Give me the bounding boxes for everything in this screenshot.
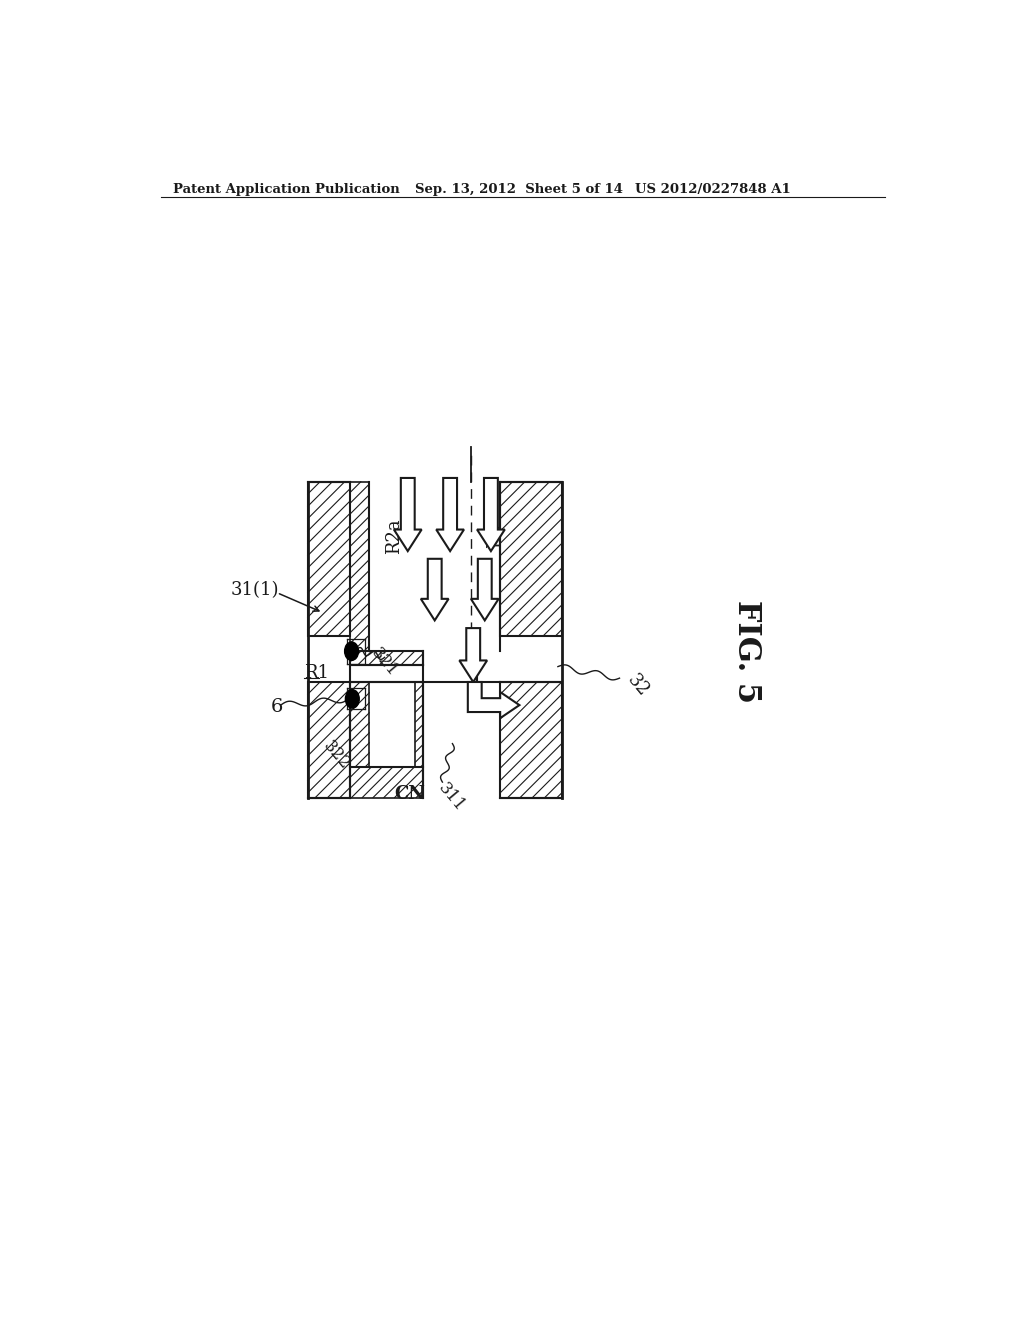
Text: CN: CN xyxy=(394,784,425,803)
Text: US 2012/0227848 A1: US 2012/0227848 A1 xyxy=(635,183,791,197)
Text: FIG. 5: FIG. 5 xyxy=(731,599,762,702)
Text: R2a: R2a xyxy=(385,517,402,553)
Polygon shape xyxy=(436,478,464,552)
Polygon shape xyxy=(471,558,499,620)
Text: R2: R2 xyxy=(486,523,504,548)
Ellipse shape xyxy=(345,689,359,708)
Polygon shape xyxy=(477,478,505,552)
Polygon shape xyxy=(394,478,422,552)
Polygon shape xyxy=(421,558,449,620)
Polygon shape xyxy=(460,628,487,682)
Text: Sep. 13, 2012  Sheet 5 of 14: Sep. 13, 2012 Sheet 5 of 14 xyxy=(416,183,624,197)
Polygon shape xyxy=(468,682,519,718)
Text: 322: 322 xyxy=(319,738,352,772)
Text: 31(1): 31(1) xyxy=(230,581,280,598)
Text: R1: R1 xyxy=(304,664,329,681)
Text: 32: 32 xyxy=(624,672,652,701)
Text: 321: 321 xyxy=(368,645,401,680)
Text: 6: 6 xyxy=(270,698,283,715)
Text: 311: 311 xyxy=(435,780,468,816)
Ellipse shape xyxy=(345,642,358,660)
Text: Patent Application Publication: Patent Application Publication xyxy=(173,183,399,197)
